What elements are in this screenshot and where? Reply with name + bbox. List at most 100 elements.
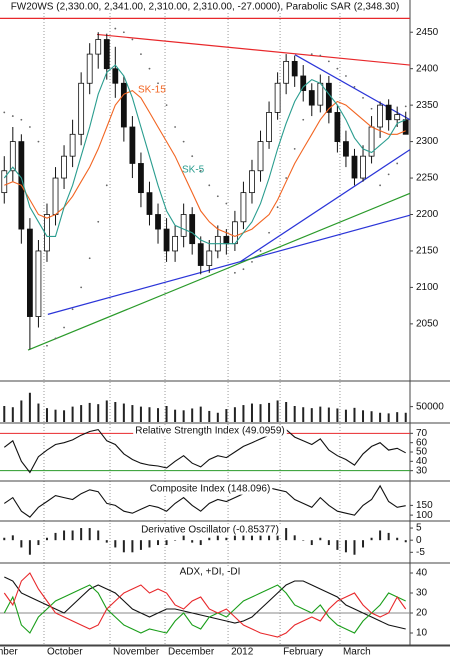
bar: [37, 540, 40, 546]
bar: [97, 530, 100, 541]
y-tick-label: 2300: [416, 136, 439, 147]
bar: [182, 535, 185, 541]
bar: [396, 537, 399, 541]
bar: [37, 403, 40, 422]
sar-dot: [80, 286, 83, 289]
sar-dot: [353, 86, 356, 88]
bar: [165, 406, 168, 422]
sar-dot: [182, 140, 185, 143]
sar-dot: [140, 53, 142, 55]
x-tick-label: September: [0, 647, 18, 658]
bar: [63, 530, 66, 541]
bar: [28, 392, 31, 422]
bar: [302, 540, 305, 541]
series-label: SK-5: [182, 165, 205, 176]
title-background: [147, 483, 273, 495]
y-tick-label: 30: [416, 588, 428, 599]
candle-body: [300, 75, 307, 91]
sar-dot: [46, 344, 48, 347]
candle-body: [206, 250, 213, 266]
candle-body: [86, 53, 93, 84]
candle-body: [402, 119, 409, 135]
sar-dot: [97, 220, 100, 223]
bar: [88, 402, 91, 422]
y-tick-label: 20: [416, 608, 428, 619]
bar: [242, 532, 245, 541]
x-tick-label: 2012: [231, 647, 254, 658]
series-label: SK-15: [138, 85, 166, 96]
candle-body: [377, 104, 384, 128]
sar-dot: [37, 140, 40, 143]
bar: [336, 408, 339, 422]
bar: [344, 540, 347, 553]
sar-dot: [157, 82, 159, 85]
bar: [216, 412, 219, 422]
y-tick-label: 100: [416, 510, 433, 521]
bar: [71, 406, 74, 422]
sar-dot: [379, 184, 382, 187]
sar-dot: [105, 184, 108, 187]
candle-body: [360, 155, 366, 179]
bar: [285, 528, 288, 541]
bar: [157, 408, 160, 422]
candle-body: [317, 82, 324, 106]
sar-dot: [268, 231, 270, 234]
bar: [139, 406, 142, 422]
bar: [157, 540, 160, 546]
bar: [45, 537, 48, 541]
trend-line: [47, 214, 411, 315]
candle-body: [189, 214, 196, 245]
bar: [353, 407, 356, 422]
y-tick-label: 10: [416, 628, 428, 639]
sar-dot: [259, 250, 262, 252]
title-background: [177, 566, 243, 578]
bar: [319, 537, 322, 541]
sar-dot: [20, 118, 23, 121]
trend-line: [239, 149, 411, 263]
bar: [105, 400, 108, 422]
candle-body: [95, 39, 102, 55]
y-tick-label: 40: [416, 456, 428, 467]
bar: [122, 540, 125, 553]
candle-body: [138, 163, 144, 194]
candle-body: [9, 141, 16, 172]
candle-body: [112, 68, 119, 84]
sar-dot: [174, 126, 177, 128]
candle-body: [334, 112, 341, 142]
bar: [105, 540, 108, 543]
title-background: [133, 425, 287, 437]
bar: [88, 528, 91, 541]
bar: [191, 540, 194, 543]
candle-body: [197, 243, 204, 266]
bar: [182, 410, 185, 422]
bar: [327, 540, 330, 546]
bar: [114, 540, 117, 548]
candle-body: [223, 235, 230, 245]
candle-body: [172, 235, 179, 252]
bar: [174, 409, 177, 422]
candle-body: [394, 114, 401, 121]
bar: [3, 406, 6, 422]
candle-body: [274, 82, 281, 113]
candle-body: [155, 214, 161, 230]
sar-dot: [216, 195, 219, 198]
bar: [114, 402, 117, 422]
candle-body: [283, 60, 290, 84]
candle-body: [266, 112, 272, 142]
moving-average: [4, 89, 406, 237]
x-tick-label: December: [168, 647, 215, 658]
sar-dot: [370, 107, 373, 110]
sar-dot: [199, 169, 202, 172]
y-tick-label: 5: [416, 523, 422, 534]
bar: [28, 540, 31, 555]
title-background: [139, 524, 281, 536]
sar-dot: [362, 96, 364, 99]
x-tick-label: October: [47, 647, 83, 658]
bar: [387, 413, 390, 422]
sar-dot: [191, 155, 194, 158]
sar-dot: [63, 326, 65, 329]
bar: [80, 528, 83, 541]
sar-dot: [148, 67, 151, 70]
bar: [225, 537, 228, 541]
y-tick-label: 2250: [416, 173, 439, 184]
